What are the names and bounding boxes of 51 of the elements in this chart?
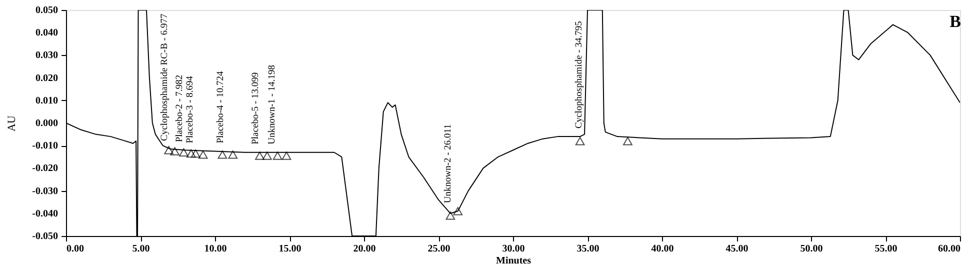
point	[164, 146, 174, 154]
x-tick-label: 55.00	[874, 244, 898, 254]
y-tick-label: -0.020	[32, 163, 58, 174]
x-tick-label: 30.00	[502, 244, 525, 254]
point	[179, 148, 188, 157]
annotation: Unknown-1 - 14.198	[268, 64, 278, 144]
point	[198, 150, 208, 159]
x-tick-label: 45.00	[726, 244, 748, 254]
point	[272, 152, 282, 160]
y-tick-label: 0.030	[36, 50, 58, 62]
annotation: Unknown-2 - 26.011	[444, 124, 454, 204]
point	[453, 207, 463, 216]
point	[186, 149, 196, 158]
x-tick-label: 0.00	[66, 244, 84, 254]
x-axis-title: Minutes	[496, 256, 532, 266]
x-tick-label: 5.00	[132, 244, 150, 254]
x-tick-label: 35.00	[576, 244, 600, 254]
x-tick-label: 10.00	[204, 244, 227, 254]
x-tick-label: 60.00	[938, 244, 960, 254]
point	[190, 149, 200, 158]
y-tick-label: -0.010	[32, 140, 58, 152]
point	[228, 150, 238, 159]
annotation: Placebo-3 - 8.694	[186, 76, 196, 144]
y-tick-label: 0.000	[36, 118, 58, 129]
point	[623, 136, 632, 146]
annotation: B	[950, 12, 961, 31]
annotation: Placebo-4 - 10.724	[216, 70, 226, 144]
point	[218, 150, 228, 159]
y-tick-label: -0.050	[32, 231, 58, 242]
y-tick-label: -0.030	[32, 186, 58, 197]
x-tick-label: 15.00	[278, 244, 302, 254]
annotation: Cyclophosphamide RC-B - 6.977	[160, 14, 170, 141]
y-axis-title: AU	[6, 116, 18, 132]
y-tick-label: 0.020	[36, 72, 58, 84]
y-tick-label: 0.050	[36, 5, 58, 16]
x-tick-label: 50.00	[800, 244, 823, 254]
x-tick-label: 25.00	[428, 244, 450, 254]
annotation: Placebo-5 - 13.099	[251, 72, 262, 144]
point	[446, 212, 456, 220]
point	[255, 152, 264, 160]
annotation: Placebo-2 - 7.982	[174, 74, 185, 142]
annotation: Cyclophosphamide - 34.795	[574, 20, 584, 129]
point	[262, 152, 272, 160]
y-tick-label: 0.010	[36, 95, 58, 106]
y-tick-label: 0.040	[36, 28, 58, 39]
point	[282, 152, 292, 160]
point	[575, 136, 585, 146]
x-tick-label: 20.00	[353, 244, 376, 254]
y-tick-label: -0.040	[32, 208, 58, 220]
point	[170, 147, 180, 156]
x-tick-label: 40.00	[651, 244, 674, 254]
